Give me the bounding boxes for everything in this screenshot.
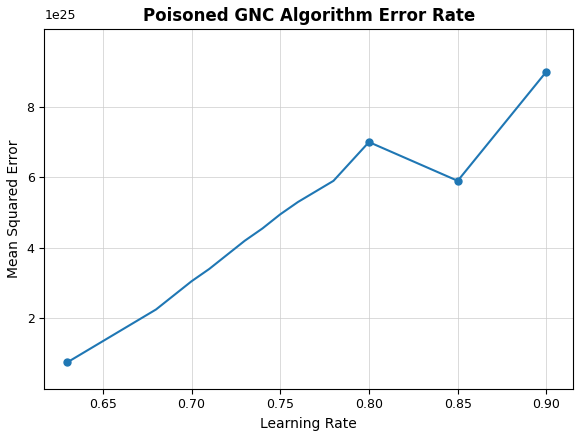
Text: 1e25: 1e25	[44, 9, 76, 22]
Title: Poisoned GNC Algorithm Error Rate: Poisoned GNC Algorithm Error Rate	[143, 7, 475, 25]
Y-axis label: Mean Squared Error: Mean Squared Error	[7, 140, 21, 278]
X-axis label: Learning Rate: Learning Rate	[260, 417, 357, 431]
